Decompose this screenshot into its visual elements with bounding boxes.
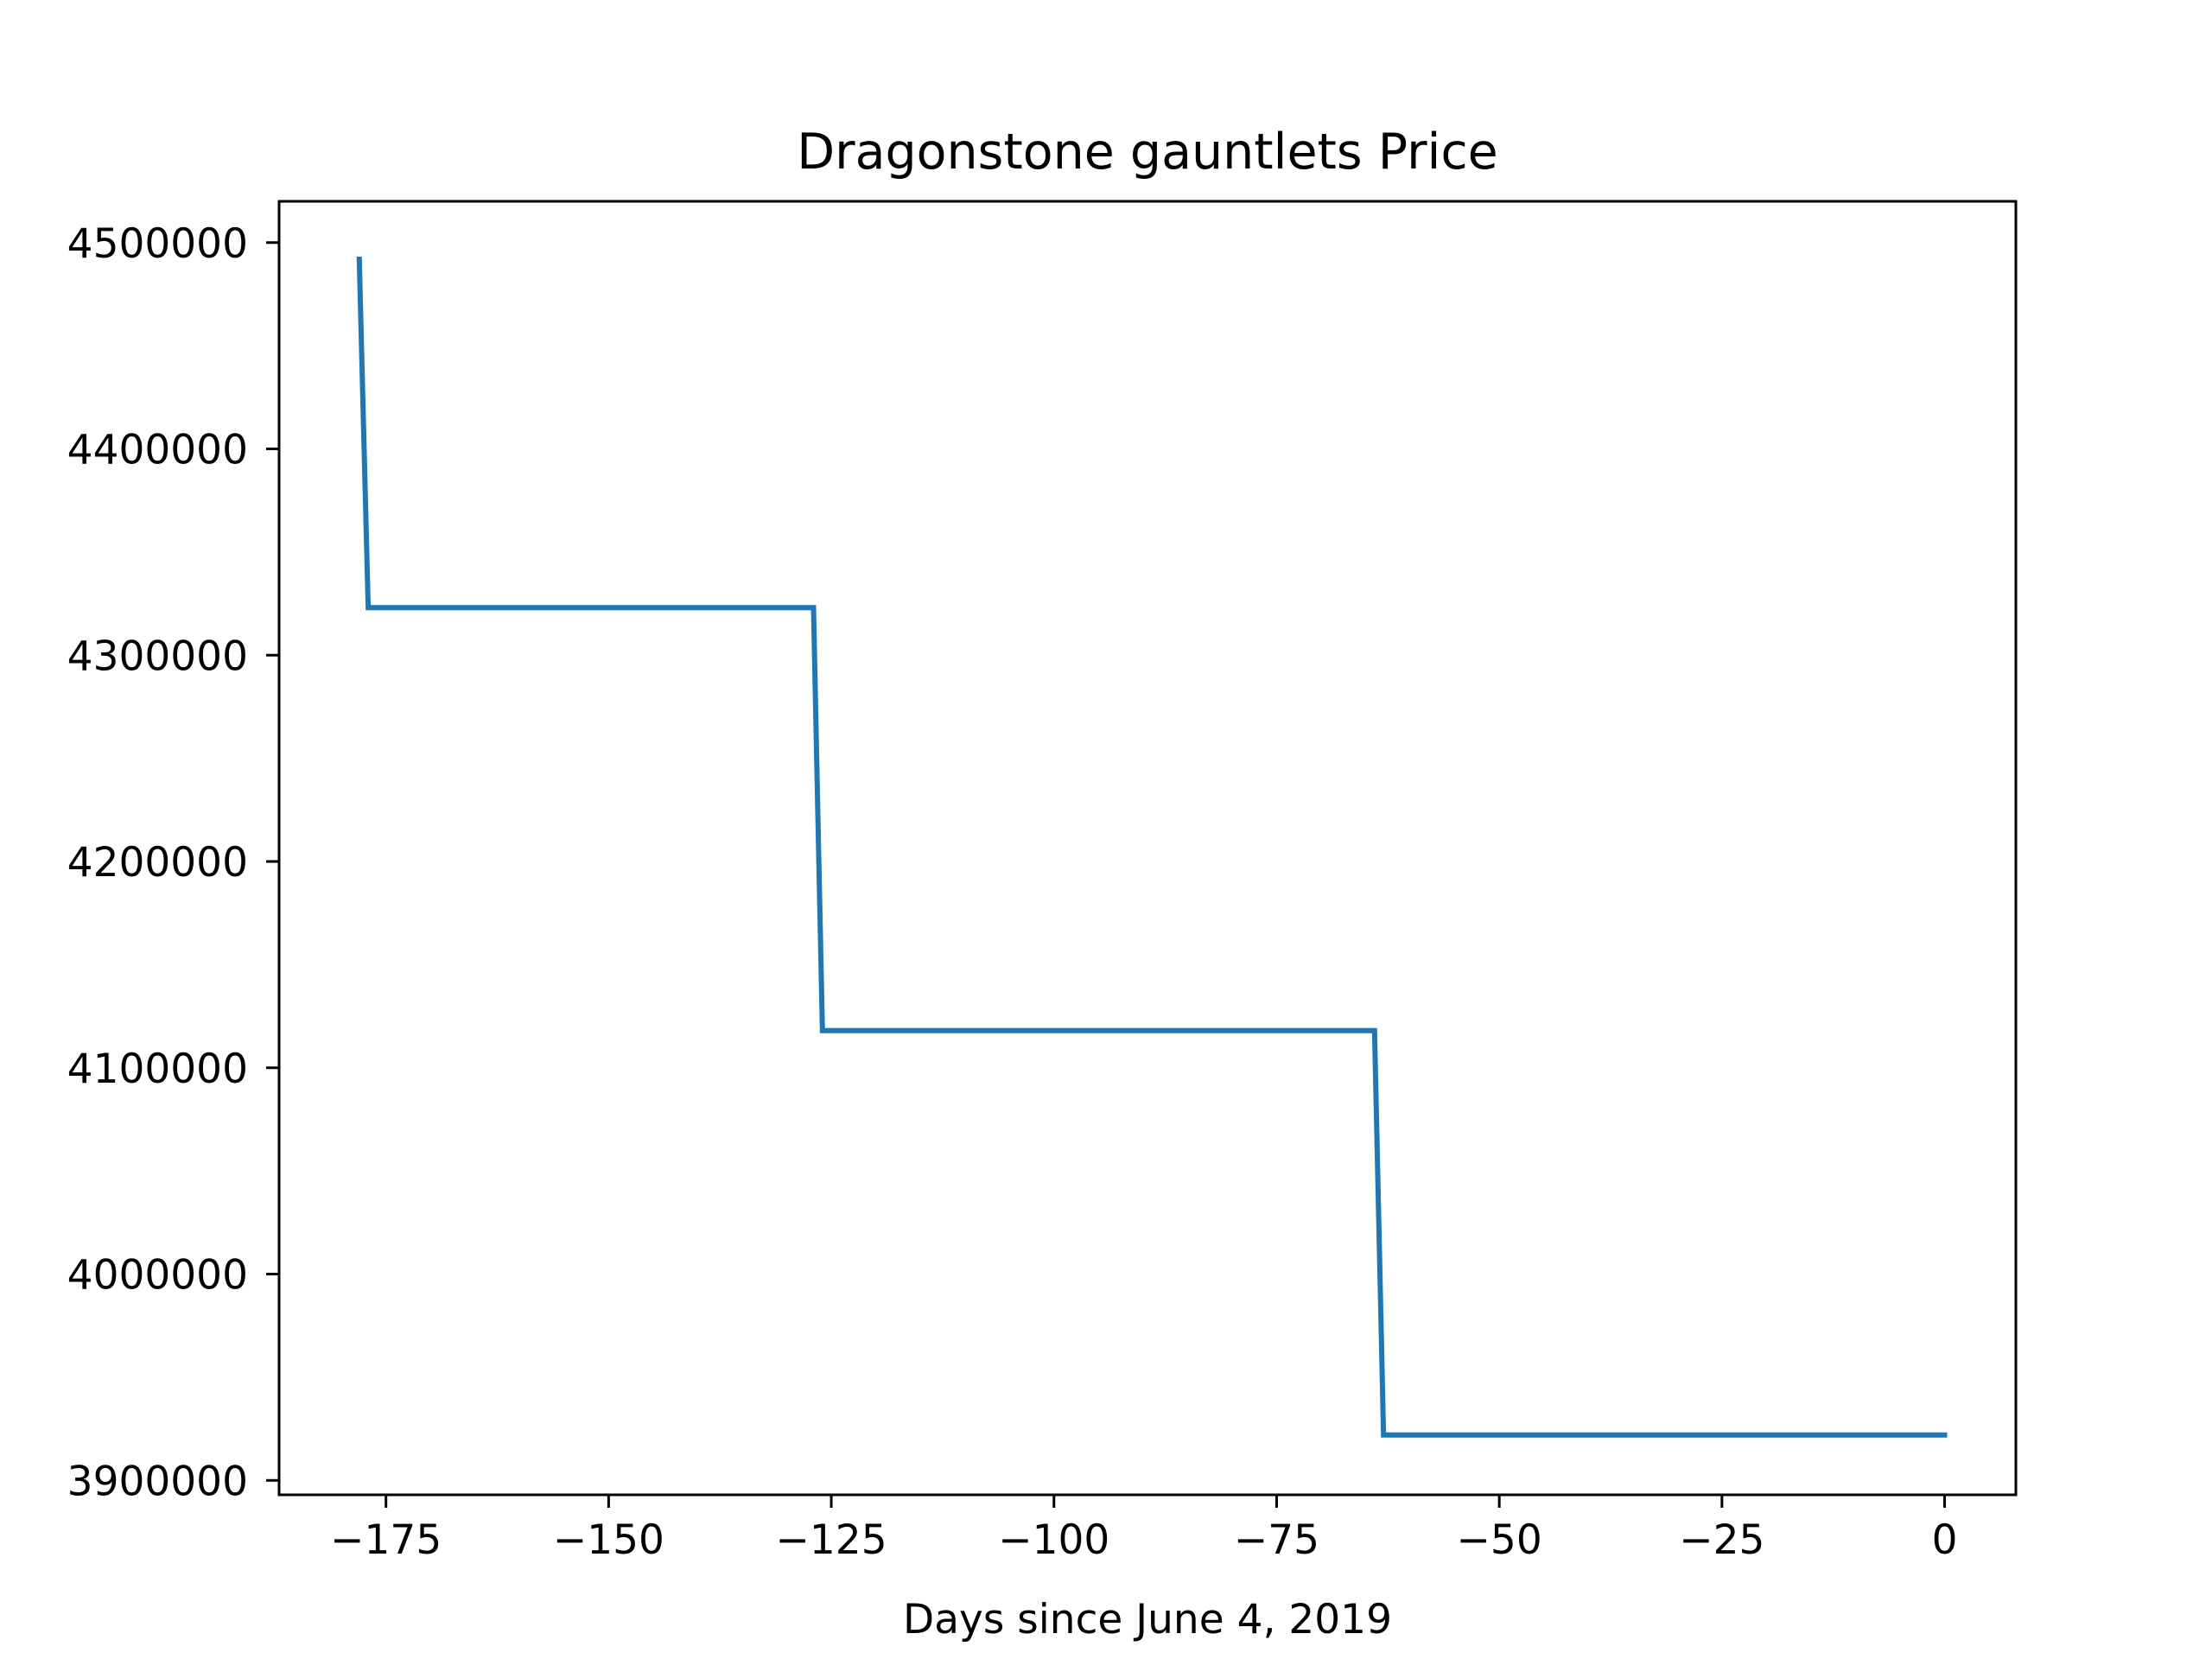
y-tick-label: 4300000: [67, 632, 248, 680]
x-tick-label: −75: [1234, 1516, 1319, 1564]
x-tick-label: 0: [1932, 1516, 1958, 1564]
x-tick-label: −175: [330, 1516, 442, 1564]
chart-title: Dragonstone gauntlets Price: [797, 124, 1498, 181]
y-tick-label: 4100000: [67, 1046, 248, 1093]
y-tick-label: 4400000: [67, 427, 248, 474]
y-tick-label: 4200000: [67, 839, 248, 887]
y-tick-label: 4000000: [67, 1252, 248, 1300]
y-axis-ticks: 3900000 4000000 4100000 4200000 4300000 44000…: [67, 220, 279, 1505]
x-tick-label: −125: [776, 1516, 887, 1564]
y-tick-label: 4500000: [67, 220, 248, 268]
x-tick-label: −150: [553, 1516, 664, 1564]
x-axis-label: Days since June 4, 2019: [903, 1596, 1392, 1643]
x-tick-label: −100: [998, 1516, 1109, 1564]
plot-area-frame: [277, 200, 2018, 1497]
x-axis-ticks: −175 −150 −125 −100 −75 −50 −25 0: [330, 1495, 1957, 1564]
y-tick-label: 3900000: [67, 1458, 248, 1505]
series-line-price: [356, 256, 1948, 1438]
x-tick-label: −25: [1679, 1516, 1764, 1564]
x-tick-label: −50: [1457, 1516, 1542, 1564]
